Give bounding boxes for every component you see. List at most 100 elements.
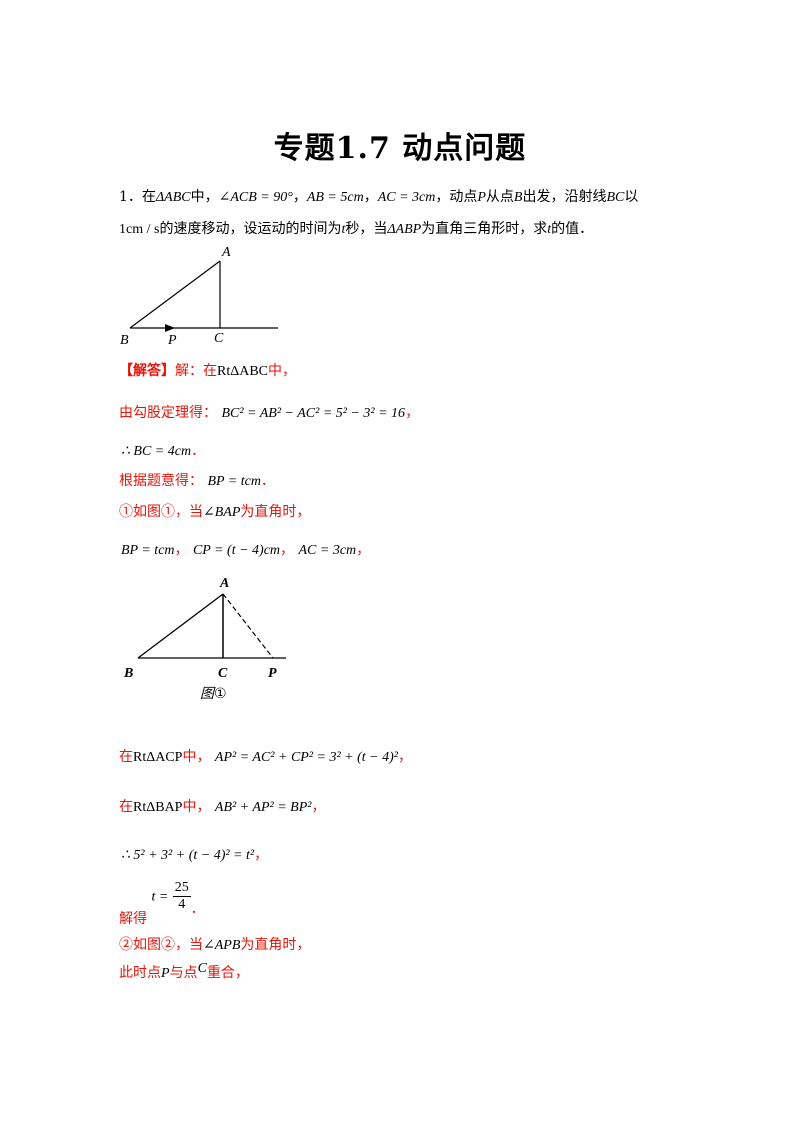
math-ac: AC = 3cm [298, 543, 357, 558]
math-angle: ∠ACB = 90° [218, 190, 293, 205]
math-triangle: ΔABP [387, 222, 422, 237]
text: 在 [141, 189, 156, 205]
problem-line-1: 1．在ΔABC中，∠ACB = 90°，AB = 5cm，AC = 3cm，动点… [119, 186, 638, 206]
text: 解得 [119, 910, 147, 927]
math-ab: AB = 5cm [306, 190, 364, 205]
text: ， [356, 542, 371, 558]
text: ， [311, 799, 326, 815]
label-p: P [268, 666, 277, 681]
answer-bracket: 【解答】 [119, 363, 175, 379]
text: ②如图②，当 [119, 937, 203, 953]
math-equation: BC² = AB² − AC² = 5² − 3² = 16 [221, 406, 406, 421]
text: 为直角时， [240, 937, 311, 953]
problem-line-2: 1cm / s的速度移动，设运动的时间为t秒，当ΔABP为直角三角形时，求t的值… [119, 218, 593, 238]
fraction-numerator: 25 [172, 880, 191, 897]
math-bc: BC [606, 190, 625, 205]
text: 解：在 [175, 363, 217, 379]
math-bp: BP = tcm [121, 543, 175, 558]
label-p: P [167, 333, 177, 348]
text: 中， [182, 749, 211, 765]
math-angle: ∠BAP [203, 505, 241, 520]
math-speed: 1cm / s [119, 222, 160, 237]
segment-ab [137, 593, 224, 659]
text: 为直角时， [240, 504, 311, 520]
math-rt: RtΔBAP [133, 800, 183, 815]
text: ， [254, 847, 269, 863]
text: 的值． [551, 221, 594, 237]
text: 中， [190, 189, 219, 205]
text: 根据题意得： [119, 473, 203, 489]
text: 中， [268, 363, 297, 379]
math-angle: ∠APB [203, 938, 241, 953]
text: 中， [182, 799, 211, 815]
fraction-denominator: 4 [178, 897, 186, 912]
text: 秒，当 [345, 221, 388, 237]
label-b: B [120, 333, 129, 348]
solution-step-10: ∴ 5² + 3² + (t − 4)² = t²， [121, 844, 268, 864]
text: 与点 [169, 965, 198, 981]
text: ， [280, 542, 295, 558]
math-b: B [513, 190, 523, 205]
math-equation: AP² = AC² + CP² = 3² + (t − 4)² [214, 750, 398, 765]
figure-caption: 图① [200, 686, 227, 702]
text: ． [191, 443, 206, 459]
text: ． [190, 900, 205, 917]
math-t: t [547, 222, 552, 237]
math-t: t = [151, 889, 169, 905]
figure-1: A B C P [120, 245, 278, 348]
math-equation: ∴ BC = 4cm [121, 444, 192, 459]
text: 的速度移动，设运动的时间为 [159, 221, 342, 237]
math-p: P [161, 966, 170, 981]
figure-2: A B C P 图① [123, 576, 286, 702]
text: ， [405, 405, 420, 421]
text: 为直角三角形时，求 [421, 221, 548, 237]
label-c: C [218, 666, 228, 681]
arrow-icon [165, 324, 175, 332]
label-a: A [221, 245, 231, 260]
math-cp: CP = (t − 4)cm [192, 543, 281, 558]
text: 此时点 [119, 965, 161, 981]
text: 由勾股定理得： [119, 405, 217, 421]
page-title: 专题1.7 动点问题 [273, 131, 527, 166]
text: 重合， [206, 965, 249, 981]
solution-step-11: 解得 t = 25 4 ． [119, 880, 205, 927]
math-triangle: ΔABC [155, 190, 191, 205]
text: ， [174, 542, 189, 558]
solution-case-1: ①如图①，当∠BAP为直角时， [119, 501, 310, 521]
label-b: B [123, 666, 133, 681]
text: 在 [119, 799, 133, 815]
solution-case-2: ②如图②，当∠APB为直角时， [119, 934, 310, 954]
solution-step-8: 在RtΔACP中， AP² = AC² + CP² = 3² + (t − 4)… [119, 746, 412, 766]
text: ，动点 [435, 189, 478, 205]
solution-step-6: BP = tcm， CP = (t − 4)cm， AC = 3cm， [121, 539, 370, 559]
math-equation: BP = tcm [207, 474, 261, 489]
label-a: A [219, 576, 229, 591]
solution-header: 【解答】解：在RtΔABC中， [119, 360, 296, 380]
math-ac: AC = 3cm [377, 190, 436, 205]
text: ， [292, 189, 307, 205]
text: ， [363, 189, 378, 205]
math-rt: RtΔACP [133, 750, 183, 765]
problem-number: 1． [119, 189, 142, 205]
text: 从点 [485, 189, 514, 205]
text: ①如图①，当 [119, 504, 203, 520]
math-t: t [341, 222, 346, 237]
fraction: 25 4 [172, 880, 191, 913]
label-c: C [214, 331, 224, 346]
text: ， [398, 749, 412, 765]
text: 以 [624, 189, 639, 205]
math-equation: AB² + AP² = BP² [214, 800, 312, 815]
solution-step-9: 在RtΔBAP中， AB² + AP² = BP²， [119, 796, 325, 816]
math-c: C [197, 961, 207, 976]
text: 在 [119, 749, 133, 765]
solution-step-13: 此时点P与点C重合， [119, 961, 249, 982]
solution-step-2: 由勾股定理得： BC² = AB² − AC² = 5² − 3² = 16， [119, 402, 419, 422]
segment-ap-dashed [222, 593, 274, 659]
math-equation: ∴ 5² + 3² + (t − 4)² = t² [121, 848, 255, 863]
solution-step-4: 根据题意得： BP = tcm． [119, 470, 275, 490]
segment-ab [129, 260, 221, 329]
text: 出发，沿射线 [522, 189, 607, 205]
text: ． [260, 473, 275, 489]
math-p: P [477, 190, 486, 205]
